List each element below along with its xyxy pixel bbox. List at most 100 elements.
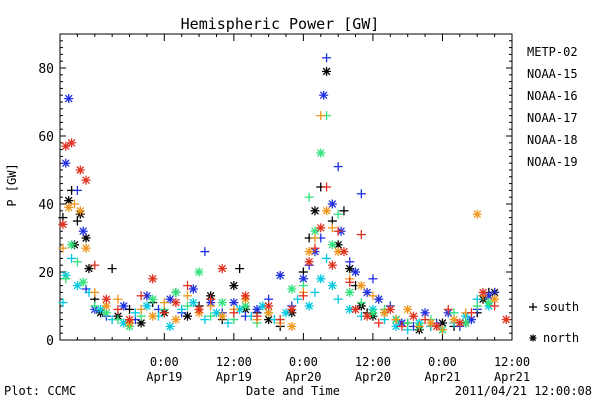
legend-item-metp-02: METP-02	[527, 45, 578, 59]
south-point	[159, 308, 169, 318]
south-point	[529, 303, 537, 311]
south-point	[356, 298, 366, 308]
south-point	[316, 111, 326, 121]
south-point	[223, 318, 233, 328]
south-point	[368, 274, 378, 284]
north-point	[304, 247, 314, 257]
south-point	[136, 291, 146, 301]
y-tick-label: 40	[38, 198, 54, 213]
north-point	[327, 281, 337, 291]
south-point	[130, 308, 140, 318]
north-point	[229, 281, 239, 291]
south-point	[397, 321, 407, 331]
north-point	[125, 315, 135, 325]
x-tick-label-time: 12:00	[355, 355, 391, 369]
south-point	[345, 257, 355, 267]
north-point	[75, 206, 85, 216]
south-point	[356, 189, 366, 199]
south-point	[206, 311, 216, 321]
north-point	[194, 267, 204, 277]
north-point	[194, 304, 204, 314]
south-point	[414, 321, 424, 331]
north-point	[67, 138, 77, 148]
x-tick-label-date: Apr21	[494, 370, 530, 384]
north-point	[310, 206, 320, 216]
north-point	[148, 294, 158, 304]
south-point	[333, 226, 343, 236]
north-point	[188, 298, 198, 308]
north-point	[67, 240, 77, 250]
south-point	[58, 298, 68, 308]
south-point	[322, 53, 332, 63]
y-tick-label: 0	[46, 334, 54, 349]
north-point	[316, 148, 326, 158]
south-point	[113, 294, 123, 304]
south-point	[443, 304, 453, 314]
y-tick-label: 80	[38, 62, 54, 77]
north-point	[64, 196, 74, 206]
north-point	[217, 311, 227, 321]
south-point	[90, 301, 100, 311]
south-point	[472, 301, 482, 311]
x-axis-label: Date and Time	[246, 384, 340, 398]
marker-legend: south north	[529, 300, 579, 345]
south-point	[235, 264, 245, 274]
y-axis-label: P [GW]	[5, 163, 19, 206]
x-tick-label-date: Apr19	[216, 370, 252, 384]
south-point	[177, 304, 187, 314]
north-point	[432, 321, 442, 331]
south-point	[420, 315, 430, 325]
south-point	[182, 301, 192, 311]
north-point	[171, 315, 181, 325]
x-tick-label-time: 0:00	[289, 355, 318, 369]
north-point	[165, 321, 175, 331]
north-point	[182, 311, 192, 321]
series-noaa-19	[58, 138, 511, 331]
north-point	[72, 281, 82, 291]
south-point	[159, 298, 169, 308]
x-tick-label-date: Apr20	[355, 370, 391, 384]
north-point	[327, 260, 337, 270]
north-point	[408, 311, 418, 321]
south-point	[72, 257, 82, 267]
north-point	[101, 294, 111, 304]
north-point	[81, 243, 91, 253]
north-point	[478, 287, 488, 297]
north-point	[304, 257, 314, 267]
north-point	[529, 334, 537, 342]
north-point	[501, 315, 511, 325]
x-tick-label-time: 0:00	[428, 355, 457, 369]
south-point	[298, 291, 308, 301]
north-point	[211, 308, 221, 318]
north-point	[356, 281, 366, 291]
north-point	[287, 304, 297, 314]
north-point	[188, 284, 198, 294]
north-point	[403, 304, 413, 314]
south-point	[275, 315, 285, 325]
south-point	[368, 291, 378, 301]
x-tick-label-date: Apr19	[146, 370, 182, 384]
north-point	[455, 318, 465, 328]
series-noaa-17	[61, 111, 494, 335]
north-point	[142, 301, 152, 311]
south-point	[136, 304, 146, 314]
south-point	[304, 192, 314, 202]
south-point	[200, 315, 210, 325]
y-tick-label: 60	[38, 130, 54, 145]
north-point	[64, 202, 74, 212]
legend-item-noaa-19: NOAA-19	[527, 155, 578, 169]
south-point	[72, 185, 82, 195]
north-point	[374, 294, 384, 304]
north-point	[484, 298, 494, 308]
south-point	[403, 318, 413, 328]
north-point	[119, 301, 129, 311]
north-point	[217, 298, 227, 308]
y-tick-label: 20	[38, 266, 54, 281]
south-point	[229, 308, 239, 318]
south-point	[182, 281, 192, 291]
north-point	[322, 206, 332, 216]
south-point	[113, 304, 123, 314]
x-axis: 0:00Apr1912:00Apr190:00Apr2012:00Apr200:…	[59, 34, 530, 384]
north-point	[264, 301, 274, 311]
